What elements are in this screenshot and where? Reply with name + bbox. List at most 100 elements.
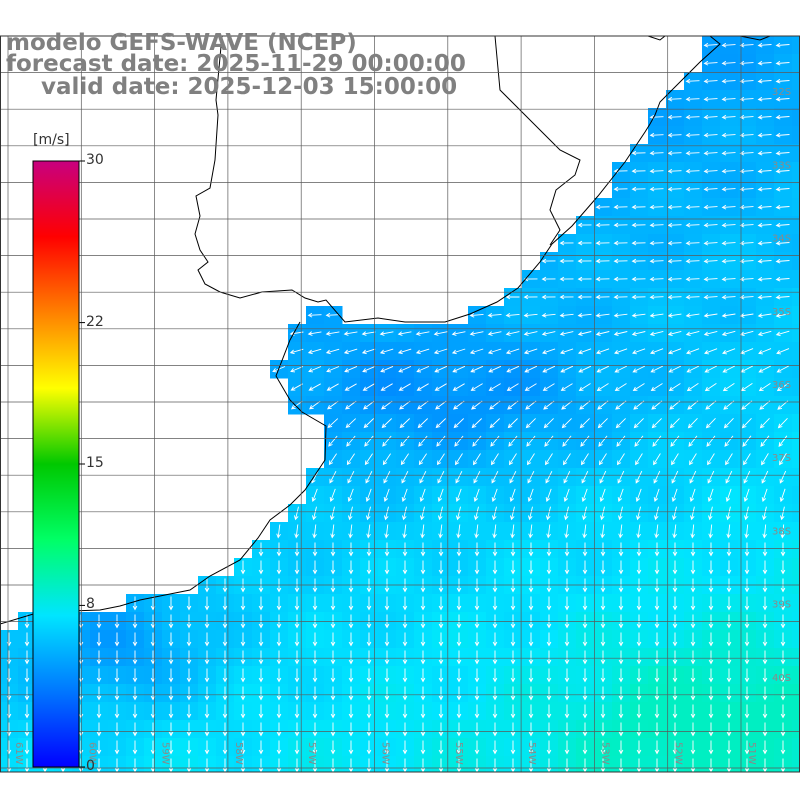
- wind-arrow: [600, 596, 606, 611]
- wind-arrow: [618, 506, 623, 521]
- wind-arrow: [546, 632, 552, 647]
- wind-arrow: [739, 96, 754, 102]
- wind-arrow: [618, 560, 624, 575]
- wind-arrow: [618, 704, 624, 719]
- wind-arrow: [329, 506, 335, 521]
- wind-arrow: [721, 258, 736, 264]
- wind-arrow: [384, 632, 390, 647]
- wind-arrow: [721, 204, 736, 210]
- wind-arrow: [399, 418, 411, 429]
- wind-arrow: [438, 560, 444, 575]
- wind-arrow: [739, 60, 754, 66]
- wind-arrow: [636, 614, 642, 629]
- wind-arrow: [526, 435, 536, 447]
- wind-arrow: [438, 722, 444, 737]
- wind-arrow: [365, 506, 371, 521]
- wind-arrow: [687, 417, 698, 429]
- wind-arrow: [326, 383, 339, 391]
- wind-arrow: [654, 632, 660, 647]
- wind-arrow: [456, 632, 462, 647]
- wind-arrow: [327, 400, 339, 410]
- wind-arrow: [757, 132, 772, 138]
- wind-arrow: [726, 560, 732, 575]
- wind-arrow: [294, 596, 300, 611]
- wind-arrow: [739, 132, 754, 138]
- wind-arrow: [509, 506, 515, 521]
- wind-arrow: [739, 240, 754, 246]
- wind-arrow: [652, 435, 662, 447]
- wind-arrow: [578, 383, 591, 392]
- wind-arrow: [722, 383, 735, 392]
- wind-arrow: [186, 596, 192, 611]
- wind-arrow: [631, 294, 646, 300]
- wind-arrow: [492, 704, 498, 719]
- wind-arrow: [762, 668, 768, 683]
- wind-arrow: [346, 453, 355, 466]
- wind-arrow: [222, 704, 228, 719]
- wind-arrow: [400, 435, 410, 447]
- wind-arrow: [452, 383, 465, 391]
- wind-arrow: [618, 740, 624, 755]
- wind-arrow: [761, 453, 769, 466]
- wind-arrow: [24, 686, 30, 701]
- wind-arrow: [204, 704, 210, 719]
- wind-arrow: [330, 686, 336, 701]
- wind-arrow: [437, 488, 444, 502]
- wind-arrow: [240, 668, 246, 683]
- wind-arrow: [780, 740, 786, 755]
- wind-arrow: [636, 542, 642, 557]
- wind-arrow: [362, 383, 375, 391]
- wind-arrow: [780, 704, 786, 719]
- wind-arrow: [348, 560, 354, 575]
- wind-arrow: [492, 650, 498, 665]
- wind-arrow: [582, 614, 588, 629]
- wind-arrow: [433, 331, 448, 336]
- wind-arrow: [685, 240, 700, 246]
- wind-arrow: [775, 168, 790, 174]
- wind-arrow: [762, 524, 767, 539]
- wind-arrow: [564, 524, 569, 539]
- wind-arrow: [420, 596, 426, 611]
- wind-arrow: [672, 740, 678, 755]
- wind-arrow: [703, 204, 718, 210]
- wind-arrow: [631, 150, 646, 156]
- wind-arrow: [505, 313, 520, 318]
- wind-arrow: [545, 470, 553, 484]
- wind-arrow: [672, 596, 678, 611]
- wind-arrow: [758, 348, 772, 355]
- wind-arrow: [559, 294, 574, 300]
- wind-arrow: [595, 294, 610, 300]
- wind-arrow: [474, 722, 480, 737]
- wind-arrow: [595, 222, 610, 228]
- wind-arrow: [689, 453, 697, 466]
- wind-arrow: [312, 542, 318, 557]
- wind-arrow: [474, 686, 480, 701]
- wind-arrow: [204, 668, 210, 683]
- wind-arrow: [757, 150, 772, 156]
- wind-arrow: [654, 686, 660, 701]
- wind-arrow: [330, 542, 336, 557]
- wind-arrow: [438, 704, 444, 719]
- wind-arrow: [654, 524, 659, 539]
- wind-arrow: [96, 668, 102, 683]
- wind-speed-cell: [792, 36, 800, 55]
- wind-arrow: [599, 470, 607, 484]
- wind-arrow: [24, 722, 30, 737]
- wind-speed-cell: [792, 252, 800, 271]
- wind-arrow: [276, 668, 282, 683]
- wind-arrow: [672, 704, 678, 719]
- wind-arrow: [309, 400, 321, 410]
- wind-arrow: [276, 740, 282, 755]
- wind-arrow: [559, 276, 574, 282]
- wind-arrow: [762, 686, 768, 701]
- wind-arrow: [577, 222, 592, 228]
- wind-arrow: [739, 114, 754, 120]
- wind-arrow: [704, 348, 718, 355]
- wind-arrow: [685, 168, 700, 174]
- wind-arrow: [294, 686, 300, 701]
- wind-arrow: [366, 704, 372, 719]
- wind-arrow: [582, 704, 588, 719]
- wind-arrow: [613, 222, 628, 228]
- wind-arrow: [761, 470, 769, 484]
- wind-arrow: [613, 313, 628, 318]
